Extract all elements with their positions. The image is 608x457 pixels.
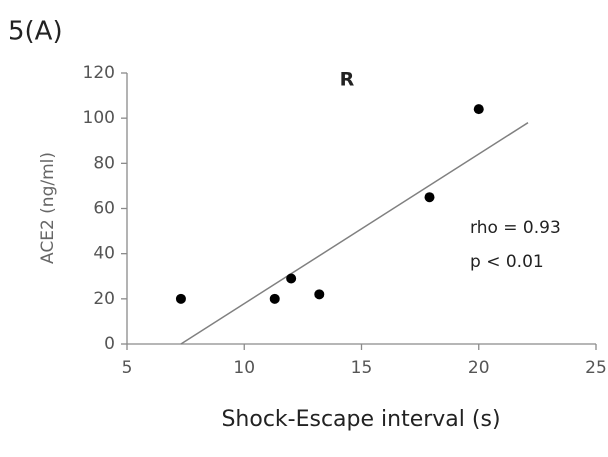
chart-subtitle: R [340, 69, 355, 91]
x-tick-label: 25 [585, 358, 607, 378]
x-tick-label: 10 [233, 358, 255, 378]
point [175, 293, 186, 304]
annotation: p < 0.01 [470, 252, 544, 272]
point [314, 289, 325, 300]
y-tick-label: 60 [93, 199, 115, 219]
y-tick-label: 40 [93, 244, 115, 264]
x-tick-label: 15 [351, 358, 373, 378]
point [473, 104, 484, 115]
x-tick-label: 20 [468, 358, 490, 378]
y-tick-label: 100 [83, 108, 115, 128]
point [424, 192, 435, 203]
point [286, 273, 297, 284]
y-tick-label: 120 [83, 63, 115, 83]
x-tick-label: 5 [122, 358, 133, 378]
trend-line [180, 122, 529, 345]
annotation: rho = 0.93 [470, 218, 561, 238]
y-tick-label: 20 [93, 289, 115, 309]
y-tick-label: 0 [104, 334, 115, 354]
chart-title: 5(A) [8, 17, 63, 47]
x-axis-label: Shock-Escape interval (s) [221, 407, 500, 432]
y-axis-label: ACE2 (ng/ml) [38, 152, 58, 264]
y-tick-label: 80 [93, 153, 115, 173]
point [269, 293, 280, 304]
